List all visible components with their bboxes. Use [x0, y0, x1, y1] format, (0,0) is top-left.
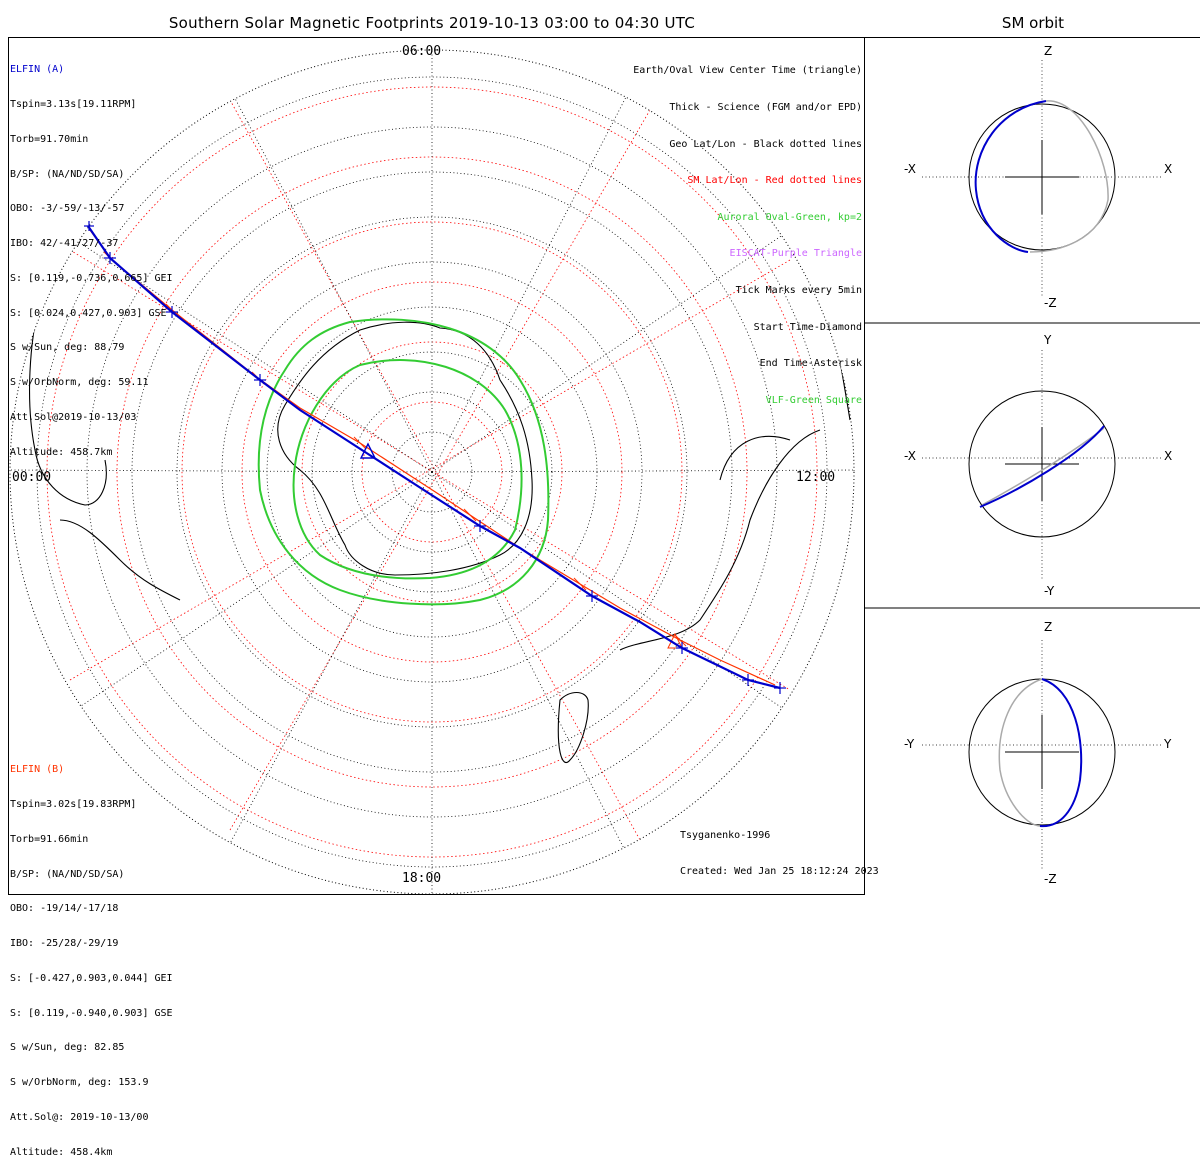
elfin-a-line: Att.Sol@2019-10-13/03: [10, 412, 137, 423]
orbit1-left-label: -X: [904, 162, 916, 176]
elfin-b-track: [89, 229, 776, 686]
hour-label-top: 06:00: [402, 44, 442, 59]
legend-entry: Earth/Oval View Center Time (triangle): [633, 65, 862, 77]
orbit3-right-label: Y: [1164, 737, 1172, 751]
elfin-a-info: ELFIN (A) Tspin=3.13s[19.11RPM] Torb=91.…: [10, 41, 173, 470]
legend: Earth/Oval View Center Time (triangle) T…: [633, 41, 862, 419]
elfin-b-line: OBO: -19/14/-17/18: [10, 903, 119, 915]
plot-title: Southern Solar Magnetic Footprints 2019-…: [168, 14, 696, 32]
hour-label-left: 00:00: [12, 470, 52, 485]
orbit2-down-label: -Y: [1044, 584, 1055, 598]
elfin-a-center-triangle: [359, 442, 377, 459]
auroral-oval: [257, 318, 550, 606]
geo-longitude-lines: [10, 50, 854, 894]
legend-entry: Start Time-Diamond: [753, 321, 862, 333]
elfin-b-line: S: [-0.427,0.903,0.044] GEI: [10, 972, 173, 984]
elfin-b-line: S w/OrbNorm, deg: 153.9: [10, 1077, 149, 1089]
created-label: Created: Wed Jan 25 18:12:24 2023: [680, 866, 879, 877]
elfin-b-line: Torb=91.66min: [10, 833, 89, 845]
model-label: Tsyganenko-1996: [680, 830, 771, 841]
orbit2-up-label: Y: [1044, 333, 1052, 347]
elfin-a-name: ELFIN (A): [10, 64, 65, 76]
elfin-b-name: ELFIN (B): [10, 764, 65, 776]
legend-entry: VLF-Green Square: [765, 394, 862, 406]
orbit1-up-label: Z: [1044, 44, 1053, 58]
orbit3-up-label: Z: [1044, 620, 1053, 634]
legend-entry: Auroral Oval-Green, kp=2: [717, 211, 863, 223]
legend-entry: Tick Marks every 5min: [735, 285, 862, 297]
orbit1-down-label: -Z: [1044, 296, 1057, 310]
elfin-a-line: IBO: 42/-41/27/-37: [10, 238, 119, 250]
elfin-a-line: B/SP: (NA/ND/SD/SA): [10, 168, 125, 180]
hour-label-bottom: 18:00: [402, 871, 442, 886]
elfin-b-line: IBO: -25/28/-29/19: [10, 938, 119, 950]
legend-entry: End Time-Asterisk: [759, 358, 862, 370]
elfin-a-ticks: [104, 252, 786, 694]
sm-longitude-lines: [69, 99, 791, 841]
elfin-b-line: Tspin=3.02s[19.83RPM]: [10, 798, 137, 810]
elfin-b-line: S w/Sun, deg: 82.85: [10, 1042, 125, 1054]
elfin-a-line: S w/Sun, deg: 88.79: [10, 342, 125, 354]
legend-entry: Thick - Science (FGM and/or EPD): [669, 102, 862, 114]
orbit-panel-3: [922, 640, 1162, 870]
polar-plot-frame: [8, 37, 864, 895]
polar-map: [9, 49, 1200, 895]
orbit-panel-title: SM orbit: [1001, 14, 1065, 32]
elfin-a-track: [87, 225, 781, 690]
elfin-a-line: S: [0.119,-0.736,0.665] GEI: [10, 272, 173, 284]
map-grid: [10, 50, 854, 894]
elfin-a-line: Altitude: 458.7km: [10, 446, 113, 458]
legend-entry: EISCAT-Purple Triangle: [729, 248, 862, 260]
elfin-b-line: Att.Sol@: 2019-10-13/00: [10, 1112, 149, 1123]
orbit3-down-label: -Z: [1044, 872, 1057, 886]
elfin-b-line: Altitude: 458.4km: [10, 1146, 113, 1158]
orbit-panel-1: [864, 60, 1200, 324]
elfin-a-end-asterisk: [84, 221, 94, 231]
orbit2-right-label: X: [1164, 449, 1173, 463]
elfin-a-line: OBO: -3/-59/-13/-57: [10, 203, 125, 215]
elfin-a-line: S w/OrbNorm, deg: 59.11: [10, 377, 149, 389]
elfin-a-line: S: [0.024,0.427,0.903] GSE: [10, 307, 167, 319]
orbit-panel-frame: [864, 37, 1200, 895]
elfin-b-info: ELFIN (B) Tspin=3.02s[19.83RPM] Torb=91.…: [10, 741, 173, 1170]
orbit3-left-label: -Y: [904, 737, 915, 751]
elfin-b-line: B/SP: (NA/ND/SD/SA): [10, 868, 125, 880]
legend-entry: SM Lat/Lon - Red dotted lines: [687, 175, 862, 187]
orbit1-right-label: X: [1164, 162, 1173, 176]
orbit-panel-2: [864, 350, 1200, 609]
elfin-a-line: Torb=91.70min: [10, 133, 89, 145]
orbit2-left-label: -X: [904, 449, 916, 463]
legend-entry: Geo Lat/Lon - Black dotted lines: [669, 138, 862, 150]
footer: Tsyganenko-1996 Created: Wed Jan 25 18:1…: [680, 806, 879, 890]
elfin-a-line: Tspin=3.13s[19.11RPM]: [10, 98, 137, 110]
hour-label-right: 12:00: [796, 470, 836, 485]
globe-outline: [9, 49, 855, 895]
elfin-b-line: S: [0.119,-0.940,0.903] GSE: [10, 1007, 173, 1019]
